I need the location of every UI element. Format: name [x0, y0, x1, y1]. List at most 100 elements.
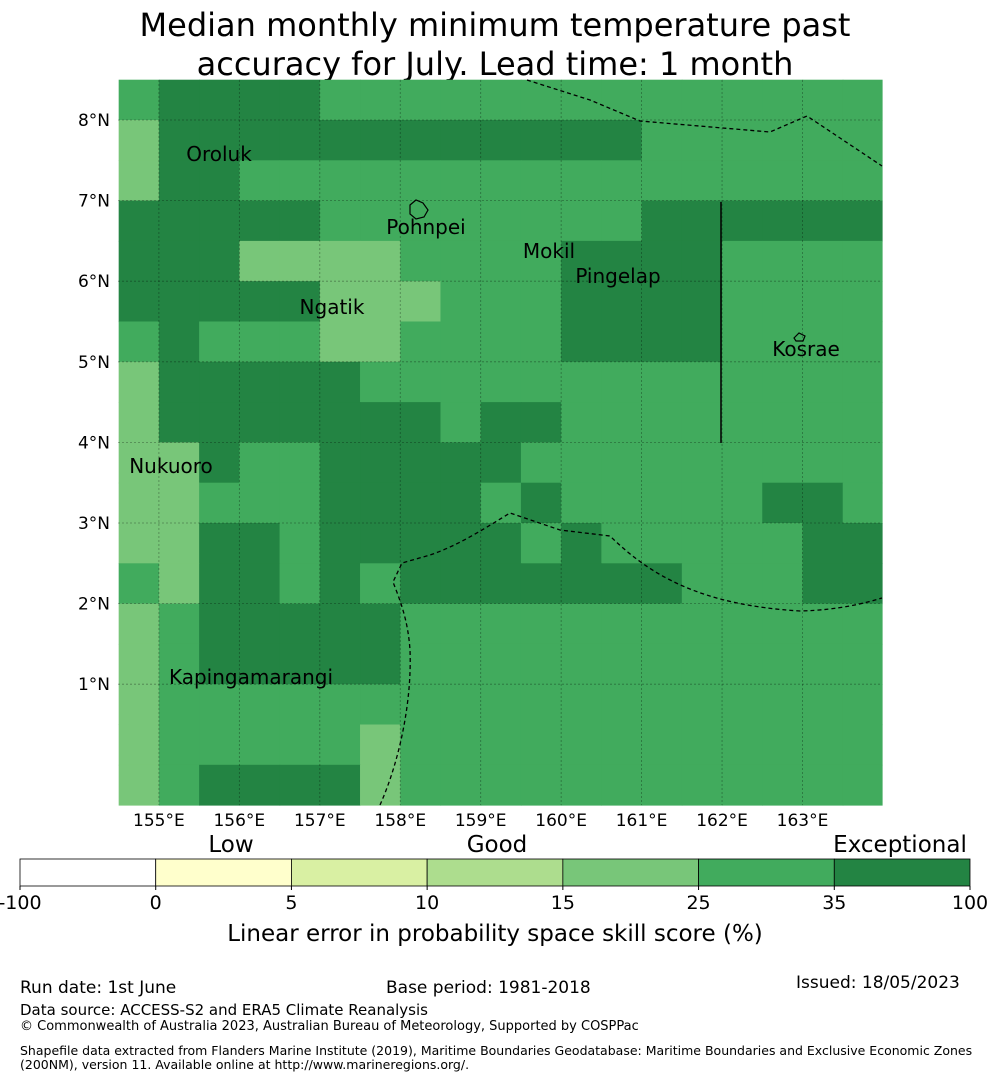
- grid-cell: [681, 482, 723, 524]
- grid-cell: [239, 200, 281, 242]
- grid-cell: [199, 200, 240, 242]
- grid-cell: [360, 160, 401, 202]
- grid-cell: [842, 603, 883, 645]
- grid-cell: [762, 764, 804, 806]
- grid-cell: [118, 200, 160, 242]
- grid-cell: [440, 240, 482, 282]
- grid-cell: [279, 402, 321, 443]
- skill-grid: [118, 79, 883, 806]
- copyright-notice: © Commonwealth of Australia 2023, Austra…: [20, 1019, 639, 1034]
- longitude-tick-label: 162°E: [696, 811, 748, 831]
- shapefile-credit-line-2: (200NM), version 11. Available online at…: [20, 1057, 470, 1072]
- grid-cell: [480, 563, 522, 605]
- grid-cell: [279, 321, 321, 363]
- grid-cell: [319, 200, 361, 242]
- grid-cell: [722, 120, 763, 161]
- grid-cell: [561, 361, 602, 403]
- grid-cell: [601, 684, 643, 726]
- grid-cell: [601, 240, 643, 282]
- grid-cell: [722, 442, 763, 484]
- grid-cell: [681, 643, 723, 685]
- grid-cell: [641, 603, 683, 645]
- grid-cell: [802, 603, 844, 645]
- grid-cell: [641, 643, 683, 685]
- grid-cell: [480, 160, 522, 202]
- grid-cell: [561, 160, 602, 202]
- grid-cell: [842, 321, 883, 363]
- grid-cell: [561, 643, 602, 685]
- grid-cell: [158, 281, 200, 323]
- grid-cell: [319, 724, 361, 766]
- grid-cell: [319, 402, 361, 443]
- grid-cell: [601, 643, 643, 685]
- grid-cell: [480, 684, 522, 726]
- grid-cell: [802, 684, 844, 726]
- grid-cell: [480, 724, 522, 766]
- grid-cell: [842, 160, 883, 202]
- grid-cell: [480, 764, 522, 806]
- grid-cell: [400, 643, 442, 685]
- grid-cell: [279, 684, 321, 726]
- title-line-1: Median monthly minimum temperature past: [139, 6, 851, 44]
- grid-cell: [722, 200, 763, 242]
- grid-cell: [722, 563, 763, 605]
- legend-tick-labels: -100 0 5 10 15 25 35 100: [0, 886, 988, 914]
- grid-cell: [561, 442, 602, 484]
- grid-cell: [199, 563, 240, 605]
- grid-cell: [681, 724, 723, 766]
- grid-cell: [681, 603, 723, 645]
- grid-cell: [400, 402, 442, 443]
- grid-cell: [802, 523, 844, 564]
- grid-cell: [762, 402, 804, 443]
- grid-cell: [641, 442, 683, 484]
- grid-cell: [520, 482, 562, 524]
- legend-category-label: Good: [467, 832, 528, 858]
- latitude-tick-label: 7°N: [78, 192, 110, 212]
- grid-cell: [762, 603, 804, 645]
- grid-cell: [440, 361, 482, 403]
- grid-cell: [158, 764, 200, 806]
- grid-cell: [279, 160, 321, 202]
- grid-cell: [802, 240, 844, 282]
- grid-cell: [239, 643, 281, 685]
- grid-cell: [118, 240, 160, 282]
- grid-cell: [722, 321, 763, 363]
- grid-cell: [842, 643, 883, 685]
- longitude-tick-label: 155°E: [133, 811, 185, 831]
- grid-cell: [319, 321, 361, 363]
- grid-cell: [360, 563, 401, 605]
- grid-cell: [681, 764, 723, 806]
- grid-cell: [802, 724, 844, 766]
- grid-cell: [762, 361, 804, 403]
- grid-cell: [199, 764, 240, 806]
- legend-tick-label: 100: [952, 892, 988, 914]
- grid-cell: [601, 120, 643, 161]
- legend-categories: Low Good Exceptional: [208, 832, 966, 858]
- grid-cell: [118, 684, 160, 726]
- grid-cell: [158, 120, 200, 161]
- grid-cell: [802, 764, 844, 806]
- grid-cell: [118, 361, 160, 403]
- grid-cell: [722, 643, 763, 685]
- grid-cell: [561, 120, 602, 161]
- grid-cell: [762, 442, 804, 484]
- grid-cell: [601, 603, 643, 645]
- latitude-tick-label: 1°N: [78, 675, 110, 695]
- grid-cell: [118, 724, 160, 766]
- grid-cell: [199, 79, 240, 121]
- grid-cell: [842, 402, 883, 443]
- grid-cell: [601, 281, 643, 323]
- legend-swatch: [155, 858, 292, 887]
- grid-cell: [641, 684, 683, 726]
- grid-cell: [842, 79, 883, 121]
- grid-cell: [722, 361, 763, 403]
- grid-cell: [440, 563, 482, 605]
- grid-cell: [118, 321, 160, 363]
- grid-cell: [641, 79, 683, 121]
- grid-cell: [239, 684, 281, 726]
- legend: Low Good Exceptional -100 0 5 10 15 25 35 100 Lin…: [0, 832, 988, 947]
- grid-cell: [118, 442, 160, 484]
- grid-cell: [440, 321, 482, 363]
- grid-cell: [279, 281, 321, 323]
